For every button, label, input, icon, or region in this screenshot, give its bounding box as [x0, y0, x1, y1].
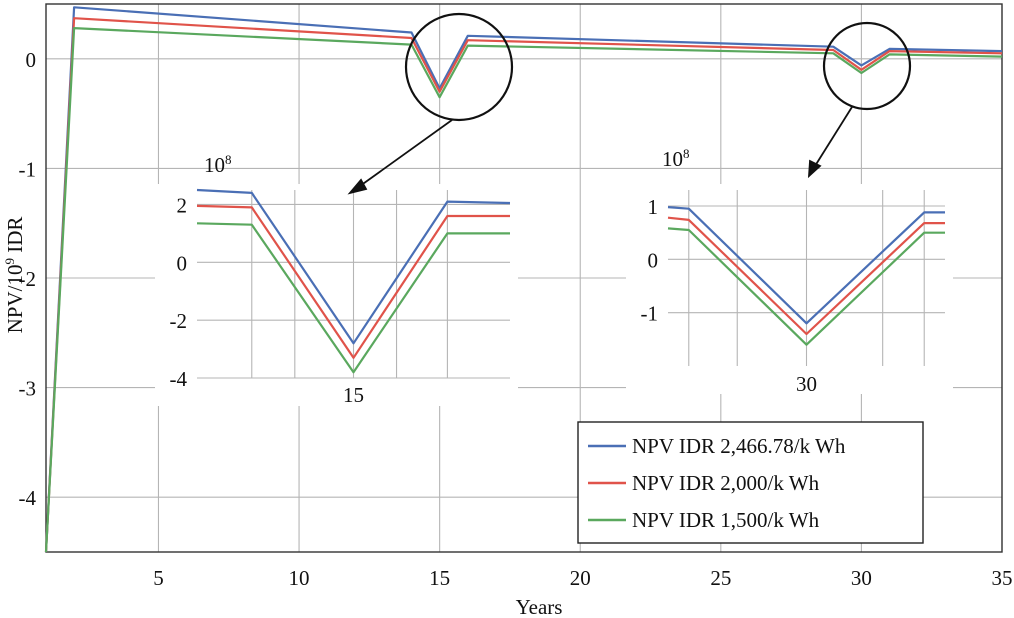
inset-y-tick-label: 0 [177, 251, 188, 275]
y-tick-label: -1 [19, 157, 37, 181]
y-tick-label: -4 [19, 486, 37, 510]
x-tick-label: 5 [153, 566, 164, 590]
zoom-circle-15 [404, 12, 514, 122]
inset-y-tick-label: 1 [648, 195, 659, 219]
y-axis-title: NPV/109 IDR [2, 217, 27, 334]
main-tick-labels: 5 10 15 20 25 30 350-1-2-3-4 [19, 48, 1013, 590]
main-series-line [44, 6, 1003, 553]
zoom-circle-30 [822, 21, 912, 111]
y-tick-label: -3 [19, 377, 37, 401]
inset-y-tick-label: -4 [170, 367, 188, 391]
main-series-line [44, 17, 1003, 553]
inset-series-line [196, 204, 510, 359]
main-series-line [44, 27, 1003, 553]
inset-background [155, 184, 518, 406]
inset-background [626, 184, 953, 394]
y-tick-label: -2 [19, 267, 37, 291]
zoom-arrow-15 [347, 119, 453, 195]
x-tick-label: 25 [710, 566, 731, 590]
inset-series-line [667, 206, 945, 325]
inset-y-tick-label: 0 [648, 248, 659, 272]
inset-x-tick-label: 15 [343, 383, 364, 407]
inset-y-tick-label: -2 [170, 309, 188, 333]
x-tick-label: 10 [289, 566, 310, 590]
inset-y-tick-label: -1 [641, 302, 659, 326]
legend-box [577, 421, 924, 544]
main-plot-frame [45, 3, 1003, 553]
inset-series-line [196, 222, 510, 374]
x-axis-title: Years [516, 595, 563, 618]
inset-series-line [196, 188, 511, 345]
main-plot-border [45, 3, 1003, 553]
x-tick-label: 20 [570, 566, 591, 590]
inset-series-line [667, 227, 945, 346]
zoom-arrow-30 [807, 106, 853, 179]
main-series-lines [44, 6, 1003, 553]
legend-label: NPV IDR 2,000/k Wh [632, 471, 820, 495]
x-tick-label: 30 [851, 566, 872, 590]
x-tick-label: 35 [992, 566, 1013, 590]
inset-30-multiplier: 108 [662, 146, 690, 171]
legend-label: NPV IDR 2,466.78/k Wh [632, 434, 846, 458]
x-tick-label: 15 [429, 566, 450, 590]
inset-x-tick-label: 30 [796, 372, 817, 396]
inset-series-line [667, 216, 945, 336]
inset-15-multiplier: 108 [204, 152, 232, 177]
legend-label: NPV IDR 1,500/k Wh [632, 508, 820, 532]
legend: NPV IDR 2,466.78/k Wh NPV IDR 2,000/k Wh N… [577, 421, 924, 544]
inset-y-tick-label: 2 [177, 193, 188, 217]
y-tick-label: 0 [26, 48, 37, 72]
inset-year-15: 2 0 -2 -4 15 [155, 184, 518, 407]
inset-year-30: 1 0 -1 30 [626, 184, 953, 396]
